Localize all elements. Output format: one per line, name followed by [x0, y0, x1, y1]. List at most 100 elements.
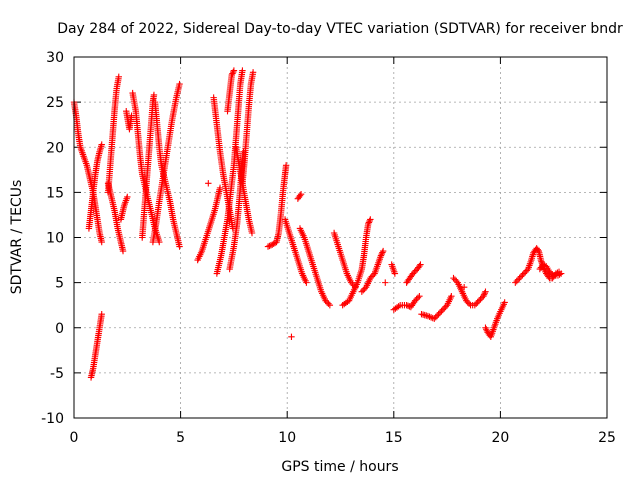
data-point [514, 276, 522, 283]
data-point [441, 304, 448, 312]
data-point [119, 247, 127, 255]
data-point [417, 261, 424, 268]
data-point [124, 193, 131, 201]
data-point [378, 250, 385, 258]
data-point [358, 288, 366, 295]
data-point [288, 333, 295, 340]
data-point [367, 216, 374, 223]
data-point [249, 69, 257, 76]
y-tick-label: -10 [41, 411, 64, 427]
data-point [150, 91, 158, 99]
data-point [436, 309, 444, 316]
grid [74, 57, 607, 418]
data-point [432, 314, 439, 321]
data-point [438, 308, 445, 315]
data-point [391, 270, 399, 277]
x-tick-label: 20 [491, 430, 509, 446]
x-tick-label: 0 [70, 430, 79, 446]
data-point [557, 270, 565, 277]
data-point [520, 270, 528, 277]
data-point [463, 297, 470, 304]
data-point [411, 268, 418, 276]
data-point [230, 67, 238, 74]
data-point [450, 274, 457, 282]
data-point [451, 276, 459, 283]
data-point [473, 300, 480, 307]
data-point [513, 277, 520, 285]
tick-labels: 0 5 10 15 20 25 -10 -5 0 5 10 15 20 25 30 [41, 50, 616, 446]
x-tick-label: 5 [176, 430, 185, 446]
data-point [347, 279, 355, 286]
data-point [115, 73, 122, 81]
data-point [453, 277, 460, 285]
data-point [282, 162, 290, 169]
data-point [439, 306, 447, 313]
data-point [303, 279, 310, 286]
plot-frame [73, 56, 608, 419]
data-point [523, 267, 530, 274]
data-point [229, 68, 237, 76]
data-point [360, 286, 367, 294]
data-points [70, 67, 565, 381]
data-point [522, 268, 529, 276]
y-tick-label: 30 [46, 50, 64, 66]
data-point [442, 303, 449, 310]
data-point [482, 324, 489, 331]
data-point [368, 273, 375, 280]
data-point [519, 271, 526, 279]
data-point [501, 299, 508, 306]
data-point [205, 180, 212, 187]
y-tick-label: 20 [46, 140, 64, 156]
data-point [98, 238, 105, 246]
data-point [409, 270, 417, 277]
data-point [460, 283, 468, 291]
data-point [322, 297, 329, 304]
data-point [297, 190, 305, 198]
data-point [266, 242, 273, 250]
data-point [367, 274, 374, 282]
data-point [480, 292, 487, 300]
data-point [433, 312, 441, 319]
x-tick-label: 15 [385, 430, 403, 446]
data-point [176, 243, 183, 250]
data-point [264, 243, 272, 250]
data-point [464, 298, 471, 306]
data-point [465, 300, 473, 307]
data-point [480, 291, 488, 298]
data-point [411, 297, 419, 304]
x-axis-title: GPS time / hours [281, 459, 398, 475]
data-point [413, 295, 420, 303]
data-point [516, 274, 523, 282]
data-point [361, 285, 368, 292]
y-tick-label: 0 [55, 321, 64, 337]
y-tick-label: -5 [50, 366, 64, 382]
y-tick-label: 10 [46, 231, 64, 247]
data-point [248, 229, 256, 237]
data-point [229, 70, 236, 77]
y-tick-label: 25 [46, 95, 64, 111]
data-point [267, 242, 275, 249]
data-point [475, 297, 483, 304]
data-point [176, 80, 183, 88]
data-point [365, 220, 372, 228]
data-point [481, 289, 488, 297]
x-tick-label: 10 [278, 430, 296, 446]
data-point [369, 271, 377, 279]
data-point [474, 298, 481, 306]
data-point [325, 300, 332, 307]
data-point [512, 279, 519, 286]
y-axis-title: SDTVAR / TECUs [9, 180, 25, 295]
data-point [379, 247, 387, 255]
data-point [98, 141, 105, 148]
data-point [379, 249, 386, 256]
data-point [228, 71, 235, 79]
data-point [98, 311, 105, 318]
data-point [517, 273, 525, 280]
data-point [414, 294, 422, 301]
data-point [471, 301, 479, 309]
data-point [549, 271, 556, 278]
data-point [323, 298, 331, 306]
data-point [382, 279, 389, 286]
y-tick-label: 15 [46, 185, 64, 201]
